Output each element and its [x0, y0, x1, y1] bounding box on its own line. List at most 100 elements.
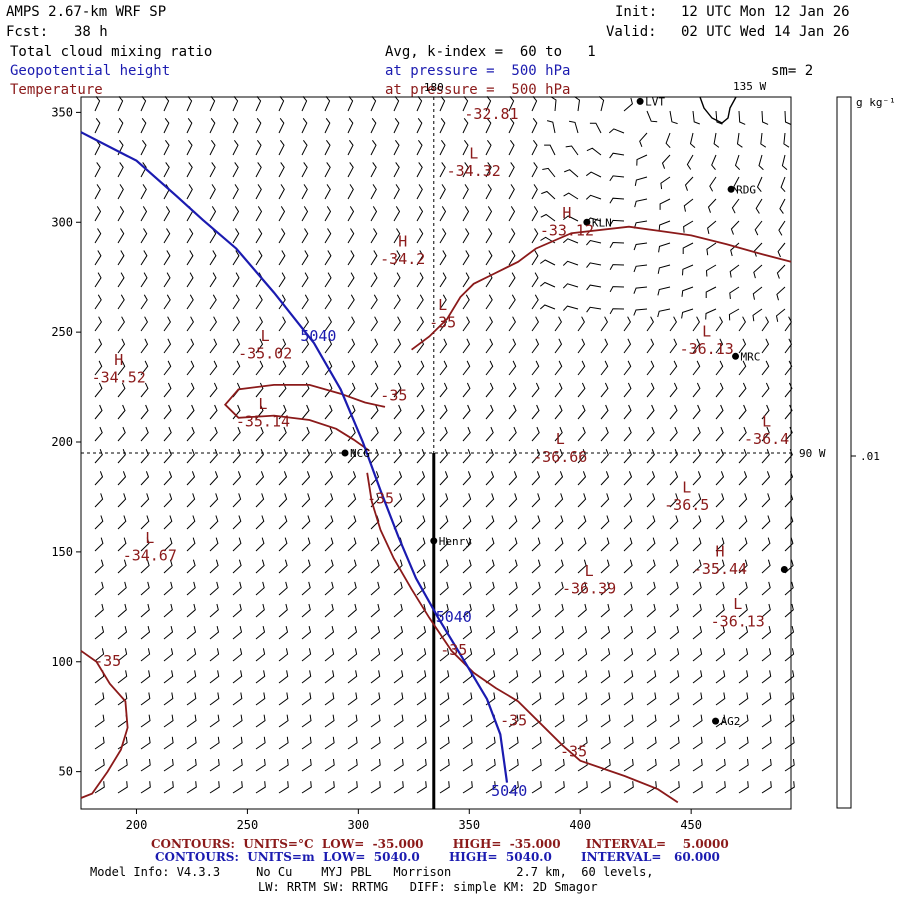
station-label: NCG: [350, 447, 370, 460]
contour-label: L: [556, 430, 565, 448]
smoothing-label: sm= 2: [771, 63, 814, 79]
contour-label: -36.39: [562, 580, 616, 598]
contour-label: -35.14: [236, 413, 290, 431]
wind-barb-field: [94, 95, 795, 794]
physics-info: LW: RRTM SW: RRTMG DIFF: simple KM: 2D S…: [258, 880, 598, 894]
x-tick-label: 250: [237, 818, 259, 832]
field-temperature: Temperature: [10, 82, 103, 98]
y-tick-label: 350: [51, 105, 73, 119]
x-tick-label: 350: [458, 818, 480, 832]
contour-label: H: [562, 204, 571, 222]
pressure-level-height: at pressure = 500 hPa: [385, 63, 571, 79]
temperature-contour: [411, 225, 792, 351]
contour-label: 5040: [491, 782, 527, 800]
contour-label: -34.2: [380, 250, 425, 268]
wind-barbs: [94, 95, 795, 794]
contour-label: -35: [94, 652, 121, 670]
contour-label: L: [258, 395, 267, 413]
y-tick-label: 50: [59, 765, 73, 779]
station-markers: LVT RDG KLN MRC NCG Henry AG2: [341, 95, 788, 728]
contour-label: -36.5: [664, 496, 709, 514]
pressure-level-temperature: at pressure = 500 hPa: [385, 82, 571, 98]
y-tick-label: 200: [51, 435, 73, 449]
init-time: 12 UTC Mon 12 Jan 26: [681, 4, 850, 20]
init-label: Init:: [615, 4, 658, 20]
contour-label: L: [682, 479, 691, 497]
contour-label: -35.02: [238, 345, 292, 363]
axis-ticks: 200 250 300 350 400 450 50 100 150 200 250 300 350: [51, 105, 702, 832]
height-contour-info: CONTOURS: UNITS=m LOW= 5040.0 HIGH= 5040…: [155, 850, 720, 864]
contour-label: -35.44: [693, 560, 747, 578]
forecast-hours: 38 h: [74, 24, 108, 40]
y-tick-label: 100: [51, 655, 73, 669]
contour-label: -34.52: [92, 369, 146, 387]
contour-label: L: [762, 413, 771, 431]
temperature-contour: [223, 384, 386, 452]
meridian-label: 90 W: [799, 447, 826, 460]
forecast-label: Fcst:: [6, 24, 49, 40]
contour-label: -36.66: [533, 448, 587, 466]
x-tick-label: 200: [126, 818, 148, 832]
meridian-label: 135 W: [733, 80, 766, 93]
contour-label: -35: [380, 386, 407, 404]
station-dot: [732, 352, 740, 360]
contour-label: L: [702, 323, 711, 341]
contour-label: 5040: [436, 608, 472, 626]
contour-label: -34.67: [123, 547, 177, 565]
station-label: MRC: [741, 350, 761, 363]
y-tick-label: 150: [51, 545, 73, 559]
contour-label: H: [398, 232, 407, 250]
station-dot: [583, 218, 591, 226]
model-title: AMPS 2.67-km WRF SP: [6, 4, 167, 20]
field-cloud-mixing: Total cloud mixing ratio: [10, 44, 213, 60]
contour-label: 5040: [300, 327, 336, 345]
station-label: LVT: [645, 95, 665, 108]
contour-label: H: [114, 351, 123, 369]
contour-label: L: [469, 145, 478, 163]
station-label: KLN: [592, 216, 612, 229]
station-label: RDG: [736, 183, 756, 196]
contour-label: L: [733, 595, 742, 613]
average-k-index: Avg, k-index = 60 to 1: [385, 44, 596, 60]
contour-labels: -32.81L-34.32H-33.12H-34.2L-35L-35.02504…: [92, 105, 790, 800]
height-contour: [80, 131, 509, 783]
contour-label: -36.13: [680, 340, 734, 358]
contour-label: -34.32: [447, 162, 501, 180]
meridian-label: 180: [424, 81, 444, 94]
station-label: Henry: [439, 535, 472, 548]
contour-label: L: [585, 562, 594, 580]
reference-meridians: 180 135 W 90 W: [81, 80, 826, 809]
contour-label: -32.81: [464, 105, 518, 123]
contour-label: H: [715, 542, 724, 560]
contour-label: -36.4: [744, 430, 789, 448]
x-tick-label: 300: [348, 818, 370, 832]
station-dot: [636, 97, 644, 105]
contour-label: -33.12: [540, 221, 594, 239]
colorbar: [836, 96, 852, 809]
valid-label: Valid:: [606, 24, 657, 40]
station-dot: [712, 717, 720, 725]
contour-label: -36.13: [711, 613, 765, 631]
temperature-contour: [366, 472, 679, 804]
colorbar-tick-label: .01: [860, 450, 880, 463]
contour-label: -35: [440, 641, 467, 659]
contour-label: L: [145, 529, 154, 547]
model-info: Model Info: V4.3.3 No Cu MYJ PBL Morriso…: [90, 865, 654, 879]
x-tick-label: 400: [569, 818, 591, 832]
contour-label: -35: [429, 314, 456, 332]
temperature-contour-info: CONTOURS: UNITS=°C LOW= -35.000 HIGH= -3…: [151, 837, 729, 851]
colorbar-units: g kg⁻¹: [856, 96, 896, 109]
station-dot: [341, 449, 349, 457]
contour-label: -35: [367, 490, 394, 508]
field-geopotential: Geopotential height: [10, 63, 171, 79]
y-tick-label: 250: [51, 325, 73, 339]
station-dot: [430, 537, 438, 545]
contour-label: -35: [560, 742, 587, 760]
valid-time: 02 UTC Wed 14 Jan 26: [681, 24, 850, 40]
station-label: AG2: [721, 715, 741, 728]
station-dot: [780, 565, 788, 573]
coastline: [699, 96, 737, 124]
station-dot: [727, 185, 735, 193]
temperature-contour: [80, 650, 129, 799]
